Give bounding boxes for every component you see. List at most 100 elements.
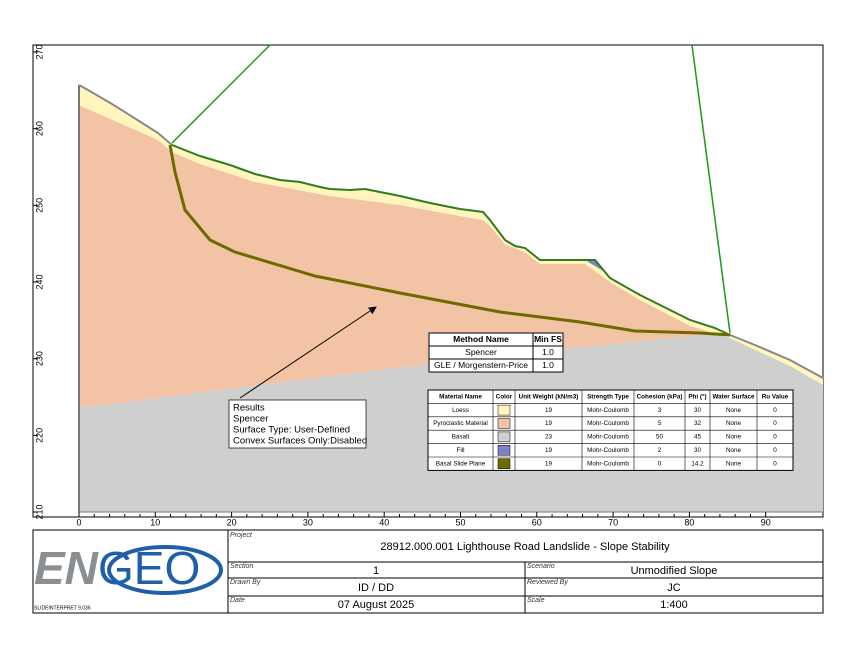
method-cell: GLE / Morgenstern-Price (434, 360, 528, 370)
material-header: Ru Value (762, 393, 789, 400)
material-cell: Loess (452, 407, 469, 414)
pyroclastic-layer (79, 105, 730, 408)
date-label: Date (230, 597, 245, 604)
material-cell: Mohr-Coulomb (587, 460, 629, 467)
material-cell: 19 (545, 460, 553, 467)
material-cell: Basal Slide Plane (436, 460, 486, 467)
results-line: Spencer (233, 414, 268, 425)
ground-surface (729, 334, 824, 379)
material-cell: 5 (658, 420, 662, 427)
title-block (32, 529, 824, 614)
drawn-by-label: Drawn By (230, 579, 261, 586)
method-table-border (428, 332, 564, 373)
y-tick-label: 230 (34, 351, 44, 366)
scale: 1:400 (660, 599, 688, 611)
method-header: Min FS (534, 334, 562, 344)
material-cell: None (726, 407, 742, 414)
x-tick-label: 40 (379, 517, 389, 527)
results-line: Convex Surfaces Only:Disabled (233, 436, 367, 447)
material-swatch (497, 418, 511, 429)
software-version: SLIDEINTERPRET 9.036 (34, 605, 91, 611)
radius-line (691, 44, 731, 334)
y-tick-label: 250 (34, 198, 44, 213)
y-tick-label: 220 (34, 428, 44, 443)
material-cell: Pyroclastic Material (433, 420, 488, 427)
x-tick-label: 10 (150, 517, 160, 527)
y-tick-label: 260 (34, 121, 44, 136)
ground-surface (78, 84, 173, 146)
material-cell: 0 (773, 420, 777, 427)
section: 1 (373, 565, 379, 577)
drawn-by: ID / DD (358, 582, 394, 594)
x-tick-label: 30 (303, 517, 313, 527)
material-header: Material Name (439, 393, 482, 400)
y-tick-label: 240 (34, 274, 44, 289)
slip-surface-top (171, 144, 731, 336)
method-cell: 1.0 (542, 360, 554, 370)
y-tick-label: 210 (34, 504, 44, 519)
material-cell: Mohr-Coulomb (587, 420, 629, 427)
material-cell: None (726, 434, 742, 441)
method-cell: Spencer (465, 347, 497, 357)
results-arrow (239, 306, 377, 399)
results-line: Results (233, 403, 265, 414)
material-header: Strength Type (587, 393, 629, 400)
method-cell: 1.0 (542, 347, 554, 357)
x-tick-label: 70 (608, 517, 618, 527)
material-cell: 23 (545, 434, 553, 441)
material-cell: 14.2 (691, 460, 704, 467)
material-header: Color (496, 393, 513, 400)
logo-geo: GEO (98, 542, 200, 594)
material-cell: 30 (694, 447, 702, 454)
material-cell: None (726, 420, 742, 427)
reviewed-by-label: Reviewed By (527, 579, 568, 586)
material-cell: 50 (656, 434, 664, 441)
material-cell: 0 (773, 434, 777, 441)
results-box (228, 399, 367, 449)
material-cell: 19 (545, 420, 553, 427)
material-header: Water Surface (712, 393, 755, 400)
material-header: Phi (°) (688, 392, 706, 400)
material-cell: 0 (658, 460, 662, 467)
fill-layer (585, 260, 605, 272)
x-tick-label: 20 (227, 517, 237, 527)
radius-line (171, 44, 271, 144)
method-header: Method Name (453, 334, 509, 344)
x-tick-label: 50 (455, 517, 465, 527)
x-tick-label: 90 (761, 517, 771, 527)
material-swatch (497, 458, 511, 469)
material-cell: 2 (658, 447, 662, 454)
project-label: Project (230, 532, 253, 539)
results-line: Surface Type: User-Defined (233, 425, 350, 436)
material-cell: Basalt (452, 434, 470, 441)
material-cell: None (726, 460, 742, 467)
material-cell: 32 (694, 420, 702, 427)
material-cell: 3 (658, 407, 662, 414)
y-tick-label: 270 (34, 44, 44, 59)
x-tick-label: 60 (532, 517, 542, 527)
material-cell: 45 (694, 434, 702, 441)
material-cell: 0 (773, 460, 777, 467)
x-tick-label: 0 (76, 517, 81, 527)
material-cell: Mohr-Coulomb (587, 407, 629, 414)
material-cell: Mohr-Coulomb (587, 434, 629, 441)
logo-en: EN (34, 542, 99, 594)
material-cell: 19 (545, 447, 553, 454)
material-cell: 30 (694, 407, 702, 414)
scale-label: Scale (527, 597, 545, 604)
material-swatch (497, 431, 511, 443)
section-label: Section (230, 563, 253, 570)
material-header: Unit Weight (kN/m3) (519, 393, 579, 400)
material-cell: None (726, 447, 742, 454)
date: 07 August 2025 (338, 599, 414, 611)
scenario: Unmodified Slope (631, 565, 718, 577)
reviewed-by: JC (667, 582, 681, 594)
material-cell: 19 (545, 407, 553, 414)
scenario-label: Scenario (527, 563, 555, 570)
logo-ring (107, 545, 223, 595)
material-cell: 0 (773, 407, 777, 414)
material-swatch (497, 404, 511, 416)
basal-slide-plane (168, 144, 731, 337)
material-cell: 0 (773, 447, 777, 454)
material-swatch (497, 445, 511, 456)
